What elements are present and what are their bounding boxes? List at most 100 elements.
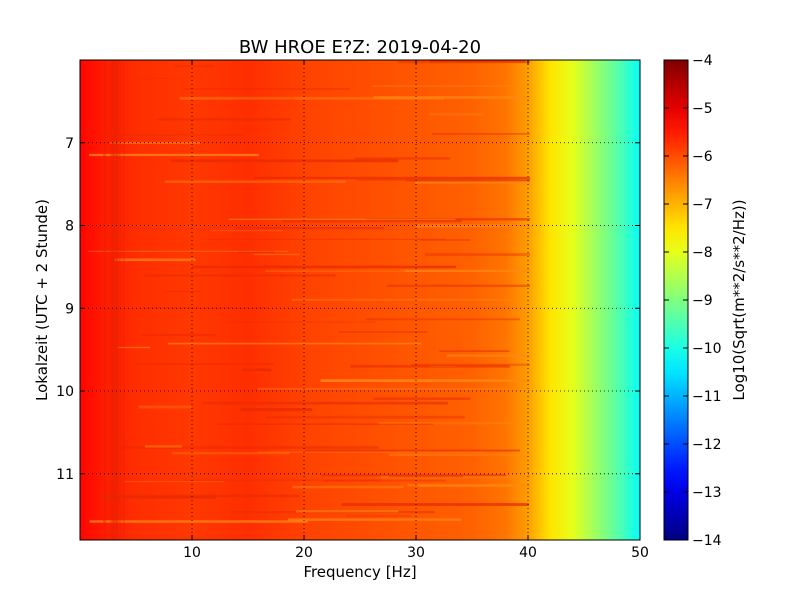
spectral-streak: [253, 176, 530, 180]
spectral-streak: [411, 363, 530, 366]
spectral-streak: [89, 520, 308, 523]
spectral-streak: [145, 445, 182, 448]
spectral-streak: [415, 224, 530, 228]
spectral-streak: [240, 408, 313, 412]
spectral-streak: [429, 112, 484, 116]
spectral-streak: [217, 423, 433, 425]
spectral-streak: [179, 96, 445, 100]
colorbar-tick-label: −6: [692, 149, 713, 165]
spectral-streak: [446, 354, 530, 357]
colorbar-tick-label: −11: [692, 389, 722, 405]
y-tick-label: 7: [65, 136, 74, 152]
spectral-streak: [123, 60, 125, 540]
spectral-streak: [266, 415, 465, 419]
colorbar-tick-label: −10: [692, 341, 722, 357]
spectral-streak: [183, 88, 350, 90]
spectral-streak: [372, 85, 530, 88]
spectral-streak: [119, 446, 379, 449]
spectral-streak: [253, 253, 300, 256]
spectral-streak: [425, 253, 530, 257]
spectral-streak: [207, 238, 446, 240]
spectrogram-heatmap: [80, 60, 640, 540]
x-tick-label: 50: [631, 545, 649, 561]
y-tick-label: 9: [65, 301, 74, 317]
spectral-streak: [157, 118, 291, 121]
spectral-streak: [114, 258, 196, 262]
spectral-streak: [405, 179, 530, 182]
spectral-streak: [373, 397, 471, 400]
spectral-streak: [404, 269, 530, 272]
colorbar-tick-label: −4: [692, 53, 713, 69]
spectral-streak: [234, 227, 384, 230]
spectral-streak: [320, 379, 530, 382]
spectrogram-streaks: [88, 60, 530, 540]
spectral-streak: [407, 483, 530, 487]
spectral-streak: [88, 250, 289, 252]
spectral-streak: [138, 405, 192, 409]
spectral-streak: [166, 290, 201, 293]
spectral-streak: [134, 363, 274, 365]
y-tick-label: 8: [65, 219, 74, 235]
colorbar-tick-label: −13: [692, 485, 722, 501]
spectral-streak: [419, 239, 471, 241]
y-tick-label: 10: [56, 384, 74, 400]
spectral-streak: [296, 510, 399, 513]
x-axis-ticks: 10 20 30 40 50: [183, 60, 649, 561]
colorbar-tick-label: −7: [692, 197, 713, 213]
x-tick-label: 40: [519, 545, 537, 561]
spectral-streak: [167, 342, 422, 345]
spectral-streak: [142, 307, 269, 309]
spectral-streak: [304, 449, 521, 452]
spectral-streak: [257, 451, 485, 453]
spectral-streak: [288, 518, 462, 521]
spectral-streak: [354, 157, 451, 160]
spectral-streak: [365, 318, 520, 321]
colorbar-tick-label: −14: [692, 533, 722, 549]
spectral-streak: [350, 364, 510, 368]
spectral-streak: [282, 219, 462, 223]
spectral-streak: [356, 179, 530, 181]
x-tick-label: 30: [407, 545, 425, 561]
spectral-streak: [324, 479, 446, 482]
spectral-streak: [143, 274, 336, 277]
plot-frame: [79, 59, 641, 541]
y-axis-label: Lokalzeit (UTC + 2 Stunde): [33, 199, 51, 401]
spectral-streak: [192, 265, 456, 269]
spectral-streak: [115, 60, 118, 540]
spectral-streak: [265, 270, 530, 272]
spectral-streak: [124, 481, 225, 483]
spectral-streak: [118, 346, 150, 349]
spectral-streak: [170, 159, 399, 163]
spectral-streak: [257, 388, 518, 390]
spectral-streak: [345, 514, 412, 517]
spectral-streak: [341, 503, 529, 506]
spectral-streak: [380, 475, 530, 479]
spectral-streak: [397, 60, 530, 64]
colorbar: −4 −5 −6 −7 −8 −9 −10 −11 −12 −13 −14 Log10(Sqrt(m…: [663, 53, 748, 549]
spectral-streak: [431, 133, 530, 135]
spectral-streak: [373, 96, 530, 99]
spectral-streak: [172, 452, 290, 455]
spectral-streak: [88, 153, 260, 157]
spectral-streak: [227, 321, 376, 323]
spectral-streak: [116, 60, 118, 540]
grid-lines: [80, 60, 640, 540]
colorbar-tick-label: −5: [692, 101, 713, 117]
spectral-streak: [111, 60, 115, 540]
spectral-streak: [321, 474, 507, 477]
spectral-streak: [141, 334, 216, 336]
spectral-streak: [103, 60, 106, 540]
spectral-streak: [228, 218, 456, 220]
spectral-streak: [118, 60, 121, 540]
spectral-streak: [112, 60, 116, 540]
x-tick-label: 10: [183, 545, 201, 561]
spectral-streak: [238, 250, 275, 254]
spectral-streak: [110, 60, 113, 540]
chart-title: BW HROE E?Z: 2019-04-20: [239, 37, 481, 58]
y-axis-ticks: 7 8 9 10 11: [56, 136, 640, 483]
x-axis-label: Frequency [Hz]: [303, 563, 416, 581]
spectral-streak: [338, 331, 428, 333]
spectral-streak: [100, 496, 216, 499]
spectral-streak: [131, 77, 173, 79]
